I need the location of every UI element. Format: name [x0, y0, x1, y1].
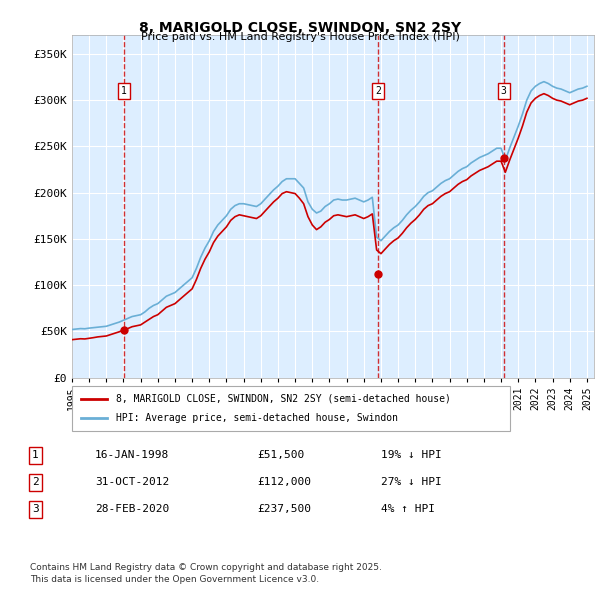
Text: 3: 3	[32, 504, 39, 514]
Text: 31-OCT-2012: 31-OCT-2012	[95, 477, 169, 487]
Text: 2: 2	[32, 477, 39, 487]
Text: £112,000: £112,000	[257, 477, 311, 487]
FancyBboxPatch shape	[72, 386, 510, 431]
Text: 2: 2	[375, 86, 381, 96]
Text: £51,500: £51,500	[257, 451, 304, 460]
Text: 1: 1	[121, 86, 127, 96]
Text: HPI: Average price, semi-detached house, Swindon: HPI: Average price, semi-detached house,…	[116, 414, 398, 423]
Text: 3: 3	[501, 86, 507, 96]
Text: 16-JAN-1998: 16-JAN-1998	[95, 451, 169, 460]
Text: 19% ↓ HPI: 19% ↓ HPI	[381, 451, 442, 460]
Text: 27% ↓ HPI: 27% ↓ HPI	[381, 477, 442, 487]
Text: 8, MARIGOLD CLOSE, SWINDON, SN2 2SY: 8, MARIGOLD CLOSE, SWINDON, SN2 2SY	[139, 21, 461, 35]
Text: £237,500: £237,500	[257, 504, 311, 514]
Text: Contains HM Land Registry data © Crown copyright and database right 2025.: Contains HM Land Registry data © Crown c…	[30, 563, 382, 572]
Text: Price paid vs. HM Land Registry's House Price Index (HPI): Price paid vs. HM Land Registry's House …	[140, 32, 460, 42]
Text: 1: 1	[32, 451, 39, 460]
Text: This data is licensed under the Open Government Licence v3.0.: This data is licensed under the Open Gov…	[30, 575, 319, 584]
Text: 8, MARIGOLD CLOSE, SWINDON, SN2 2SY (semi-detached house): 8, MARIGOLD CLOSE, SWINDON, SN2 2SY (sem…	[116, 394, 451, 404]
Text: 4% ↑ HPI: 4% ↑ HPI	[381, 504, 435, 514]
Text: 28-FEB-2020: 28-FEB-2020	[95, 504, 169, 514]
